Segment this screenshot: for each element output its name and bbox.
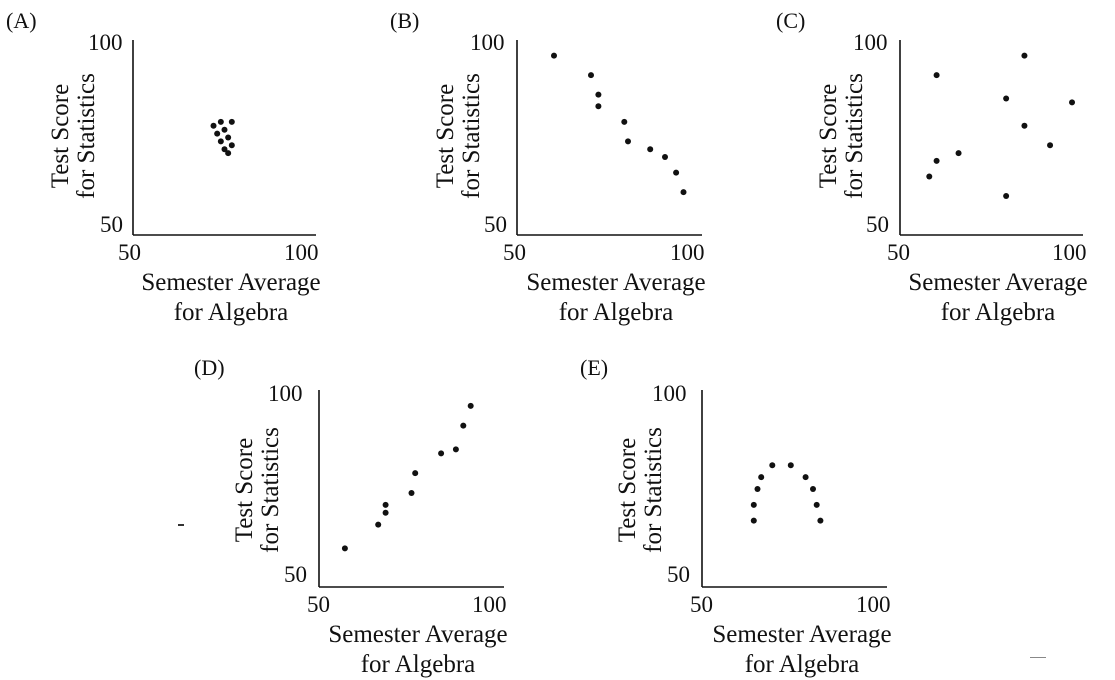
- data-point: [933, 72, 940, 79]
- x-tick-label: 100: [856, 592, 891, 617]
- scatter-plot-e: [701, 390, 887, 588]
- data-point: [754, 486, 761, 492]
- x-tick-label: 50: [503, 240, 526, 265]
- data-point: [210, 122, 217, 129]
- data-point: [673, 169, 680, 176]
- scatter-plot-a: [132, 40, 316, 236]
- y-tick-label: 100: [853, 30, 888, 55]
- data-point: [467, 402, 474, 409]
- x-tick-label: 100: [472, 592, 507, 617]
- data-point: [926, 173, 933, 180]
- panel-label: (E): [580, 355, 609, 380]
- data-point: [750, 517, 757, 524]
- x-tick-label: 50: [307, 592, 330, 617]
- data-point: [595, 103, 602, 110]
- y-tick-label: 50: [667, 562, 690, 587]
- scatter-plot-b: [516, 40, 702, 236]
- panel-label: (A): [6, 8, 37, 33]
- y-axis-label: Test Score for Statistics: [815, 73, 868, 199]
- y-tick-label: 50: [484, 212, 507, 237]
- data-point: [382, 501, 389, 508]
- data-point: [382, 509, 389, 516]
- data-point: [341, 545, 348, 552]
- x-tick-label: 50: [887, 240, 910, 265]
- data-point: [1047, 142, 1054, 149]
- data-point: [408, 489, 415, 496]
- x-tick-label: 100: [284, 240, 319, 265]
- data-point: [217, 118, 224, 125]
- data-point: [375, 521, 382, 528]
- data-point: [221, 146, 228, 153]
- data-point: [438, 450, 445, 457]
- y-tick-label: 50: [100, 212, 123, 237]
- data-point: [662, 154, 668, 160]
- scatter-plot-d: [318, 390, 504, 588]
- data-point: [460, 422, 467, 429]
- x-axis-label: Semester Average for Algebra: [908, 269, 1088, 326]
- x-axis-label: Semester Average for Algebra: [328, 621, 508, 678]
- data-point: [228, 142, 235, 149]
- data-point: [217, 138, 224, 145]
- y-tick-label: 100: [88, 30, 123, 55]
- data-point: [810, 486, 816, 492]
- data-point: [1003, 193, 1010, 199]
- data-point: [412, 470, 419, 477]
- stray-mark: [1030, 657, 1046, 658]
- y-tick-label: 100: [268, 381, 303, 406]
- scatter-plot-c: [899, 40, 1083, 236]
- y-axis-label: Test Score for Statistics: [47, 73, 100, 199]
- y-tick-label: 100: [652, 381, 687, 406]
- y-tick-label: 50: [866, 212, 889, 237]
- panel-label: (D): [194, 355, 225, 380]
- data-point: [1021, 122, 1028, 129]
- y-tick-label: 50: [284, 562, 307, 587]
- data-point: [933, 157, 940, 164]
- data-point: [1069, 99, 1076, 106]
- data-point: [802, 474, 809, 481]
- x-tick-label: 50: [118, 240, 141, 265]
- data-point: [647, 146, 654, 153]
- data-point: [1003, 95, 1010, 102]
- data-point: [955, 150, 962, 157]
- x-axis-label: Semester Average for Algebra: [712, 621, 892, 678]
- y-axis-label: Test Score for Statistics: [432, 73, 485, 199]
- data-point: [625, 138, 631, 145]
- data-point: [817, 517, 824, 524]
- x-axis-label: Semester Average for Algebra: [141, 269, 321, 326]
- data-point: [214, 130, 221, 137]
- data-point: [221, 126, 228, 133]
- panel-label: (B): [390, 8, 420, 33]
- data-point: [787, 462, 794, 469]
- data-point: [680, 189, 687, 196]
- data-point: [621, 118, 628, 125]
- x-tick-label: 50: [690, 592, 713, 617]
- stray-mark: [178, 524, 184, 526]
- y-axis-label: Test Score for Statistics: [231, 427, 284, 553]
- data-point: [1021, 52, 1028, 59]
- panel-label: (C): [776, 8, 806, 33]
- data-point: [769, 462, 776, 469]
- y-axis-label: Test Score for Statistics: [614, 427, 667, 553]
- data-point: [750, 501, 757, 508]
- data-point: [225, 150, 232, 157]
- data-point: [758, 474, 765, 481]
- data-point: [551, 52, 557, 59]
- y-tick-label: 100: [470, 30, 505, 55]
- data-point: [452, 446, 459, 453]
- data-point: [225, 134, 232, 141]
- x-axis-label: Semester Average for Algebra: [526, 269, 706, 326]
- data-point: [595, 91, 602, 98]
- data-point: [813, 501, 820, 508]
- x-tick-label: 100: [1052, 240, 1087, 265]
- x-tick-label: 100: [670, 240, 705, 265]
- data-point: [588, 72, 594, 79]
- data-point: [228, 118, 235, 125]
